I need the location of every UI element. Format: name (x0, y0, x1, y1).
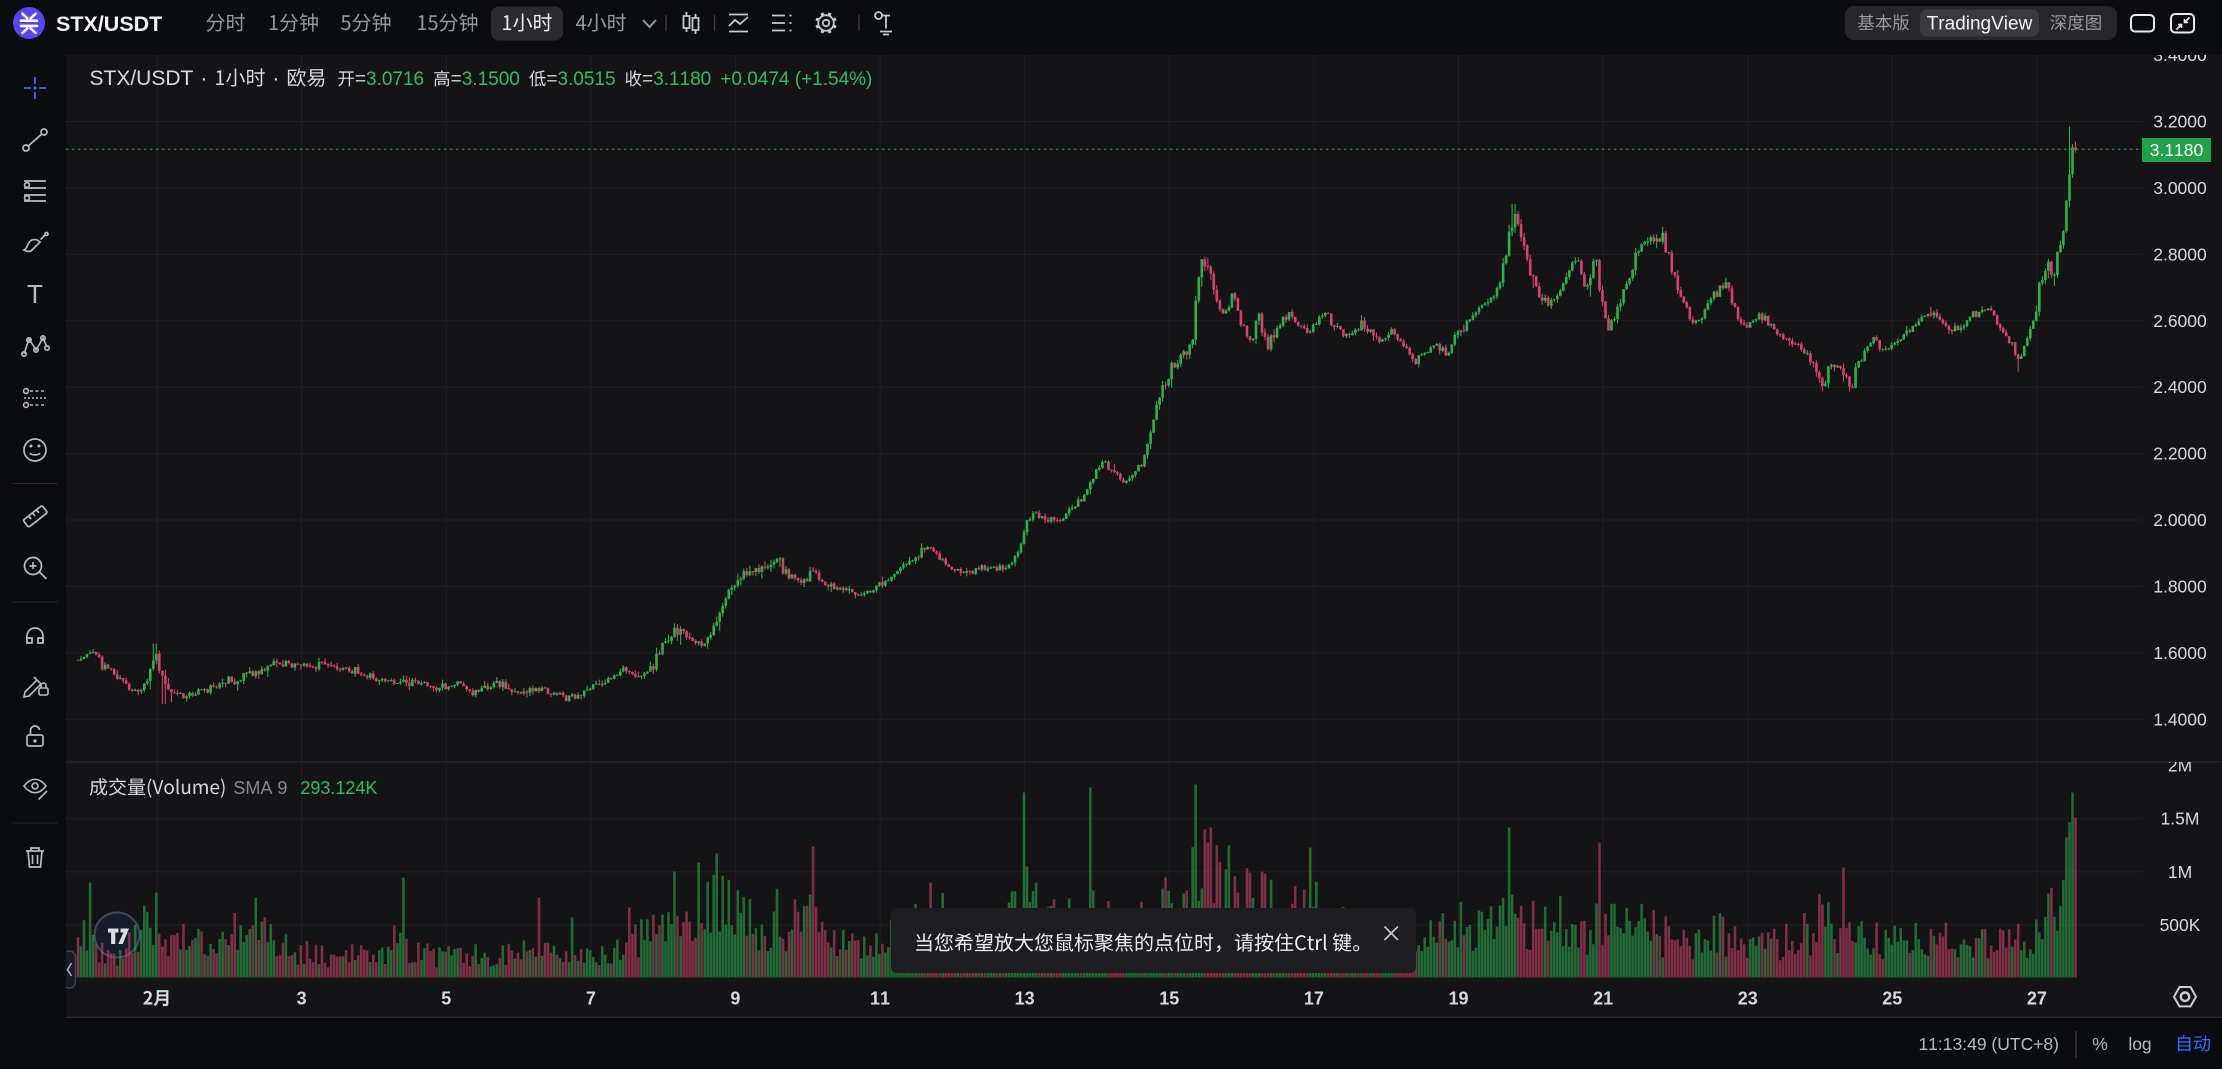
svg-text:%: % (2092, 1034, 2108, 1054)
svg-text:3: 3 (297, 989, 307, 1009)
svg-text:=: = (642, 69, 653, 90)
svg-text:1.6000: 1.6000 (2153, 643, 2207, 663)
svg-text:7: 7 (586, 989, 596, 1009)
svg-text:5: 5 (441, 989, 451, 1009)
svg-text:STX/USDT: STX/USDT (90, 67, 194, 90)
svg-text:17: 17 (1304, 989, 1324, 1009)
svg-text:11: 11 (870, 989, 890, 1009)
svg-text:log: log (2128, 1034, 2151, 1054)
svg-text:25: 25 (1882, 989, 1902, 1009)
svg-text:21: 21 (1593, 989, 1613, 1009)
svg-text:SMA 9: SMA 9 (233, 778, 287, 798)
svg-text:2.6000: 2.6000 (2153, 311, 2207, 331)
svg-text:23: 23 (1738, 989, 1758, 1009)
svg-text:=: = (355, 69, 366, 90)
svg-text:3.2000: 3.2000 (2153, 112, 2207, 132)
svg-text:11:13:49 (UTC+8): 11:13:49 (UTC+8) (1918, 1034, 2059, 1054)
svg-text:3.1180: 3.1180 (2150, 140, 2204, 160)
svg-text:2M: 2M (2168, 755, 2192, 775)
svg-text:·: · (272, 67, 279, 90)
svg-text:19: 19 (1448, 989, 1468, 1009)
svg-text:293.124K: 293.124K (300, 778, 377, 798)
svg-text:500K: 500K (2160, 915, 2201, 935)
svg-text:2.0000: 2.0000 (2153, 510, 2207, 530)
svg-text:1.4000: 1.4000 (2153, 709, 2207, 729)
svg-text:3.0716: 3.0716 (366, 69, 424, 90)
svg-text:9: 9 (730, 989, 740, 1009)
svg-text:2.8000: 2.8000 (2153, 244, 2207, 264)
svg-text:3.1180: 3.1180 (653, 69, 711, 90)
svg-text:1M: 1M (2168, 862, 2192, 882)
svg-text:3.0000: 3.0000 (2153, 178, 2207, 198)
svg-text:1.8000: 1.8000 (2153, 576, 2207, 596)
svg-text:T: T (27, 279, 43, 309)
svg-text:·: · (200, 67, 207, 90)
svg-text:1.5M: 1.5M (2161, 809, 2200, 829)
svg-text:+0.0474 (+1.54%): +0.0474 (+1.54%) (720, 69, 872, 90)
svg-text:3.1500: 3.1500 (462, 69, 520, 90)
svg-text:STX/USDT: STX/USDT (56, 12, 162, 36)
svg-text:15: 15 (1159, 989, 1179, 1009)
svg-text:=: = (546, 69, 557, 90)
svg-text:2.2000: 2.2000 (2153, 444, 2207, 464)
svg-text:TradingView: TradingView (1927, 14, 2033, 35)
svg-text:2.4000: 2.4000 (2153, 377, 2207, 397)
svg-text:=: = (451, 69, 462, 90)
svg-text:3.0515: 3.0515 (557, 69, 615, 90)
svg-text:27: 27 (2027, 989, 2047, 1009)
svg-text:13: 13 (1015, 989, 1035, 1009)
